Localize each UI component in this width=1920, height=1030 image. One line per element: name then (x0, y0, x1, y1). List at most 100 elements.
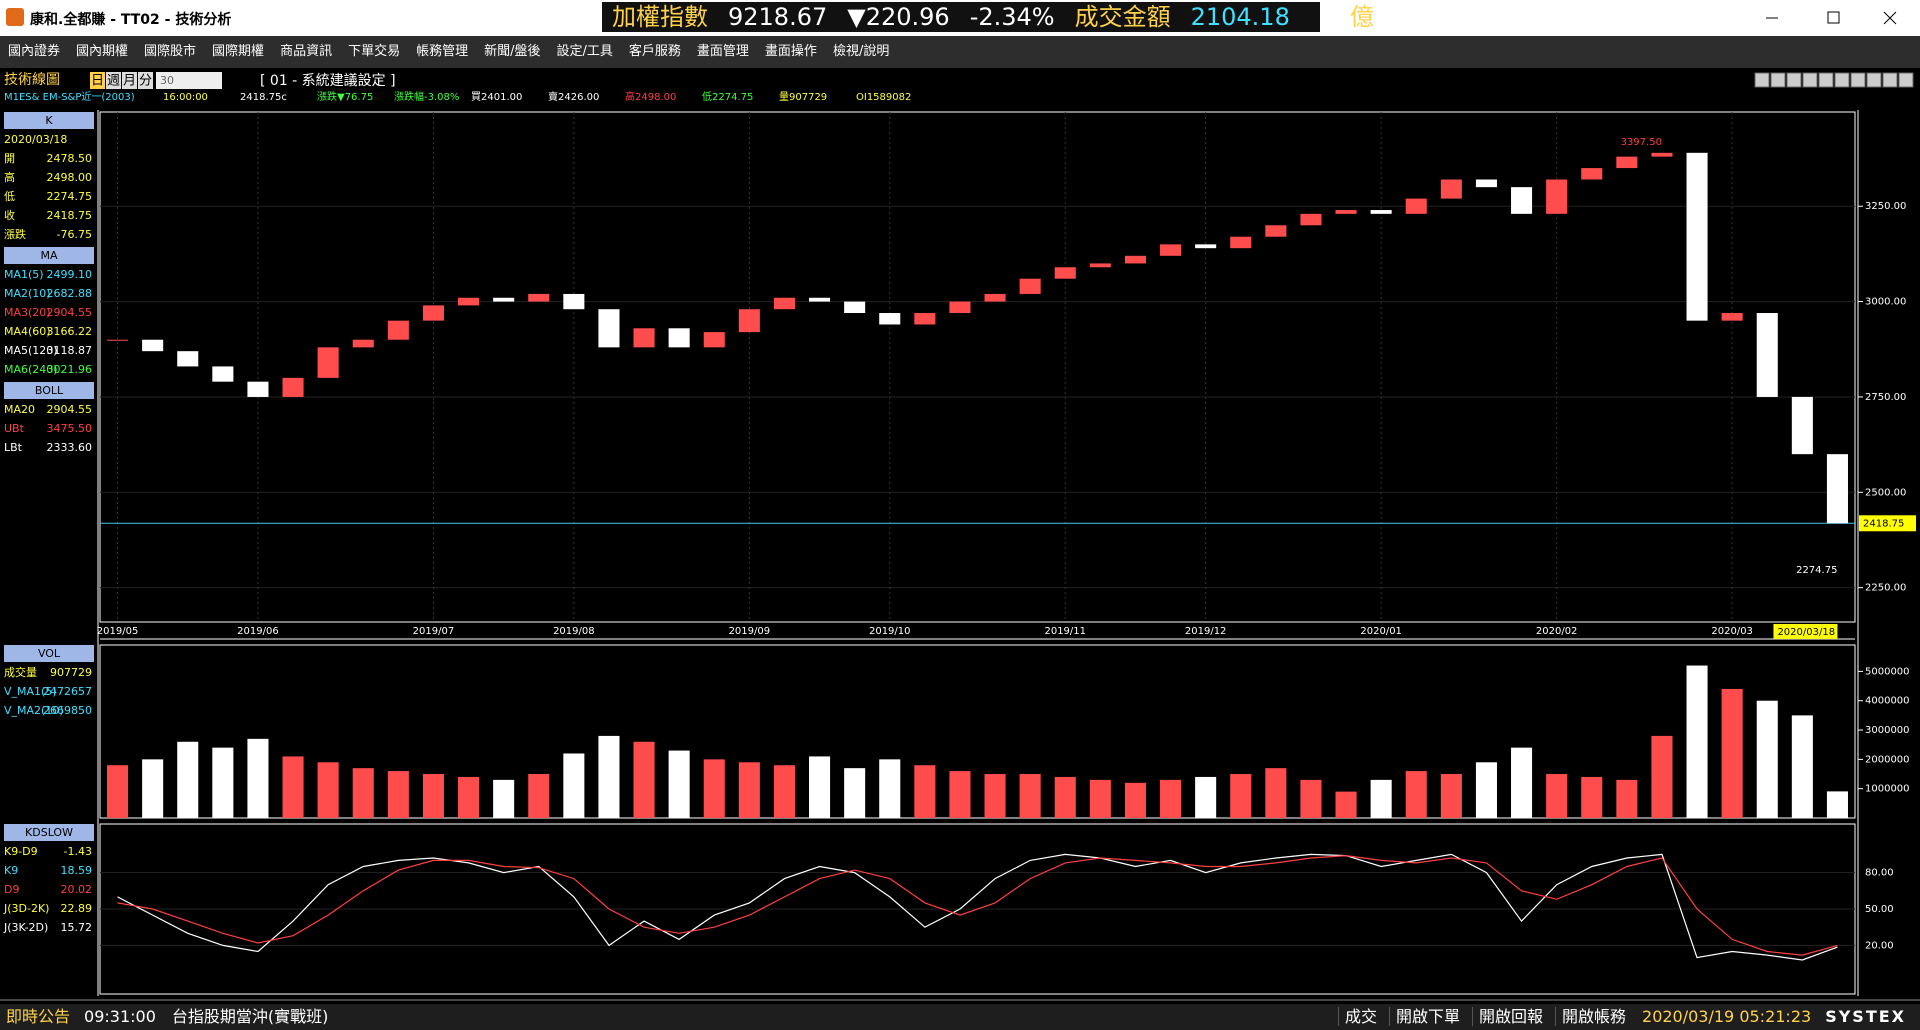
side-label: LBt (4, 441, 23, 454)
menu-item[interactable]: 新聞/盤後 (484, 44, 541, 59)
period-button[interactable] (90, 72, 105, 89)
side-value: -1.43 (64, 845, 92, 858)
side-header (4, 247, 94, 264)
side-value: 3475.50 (47, 422, 93, 435)
status-button[interactable]: 開啟帳務 (1555, 1007, 1627, 1026)
candle (282, 377, 304, 397)
unit: 億 (1349, 3, 1374, 31)
period-button[interactable] (122, 72, 137, 89)
side-value: 3118.87 (47, 344, 93, 357)
side-value: 22.89 (61, 902, 93, 915)
volume-bar (212, 747, 234, 818)
volume-bar (879, 759, 901, 818)
menu-item[interactable]: 檢視/說明 (832, 44, 890, 59)
maximize[interactable] (1827, 11, 1840, 24)
tool-button[interactable] (1770, 72, 1786, 88)
side-header (4, 112, 94, 129)
candle (352, 339, 374, 348)
period-label[interactable]: 分 (139, 74, 152, 89)
candle (1019, 278, 1041, 294)
period-label[interactable]: 月 (123, 74, 136, 89)
candle (247, 381, 269, 397)
candle (703, 332, 725, 348)
side-header-label: BOLL (35, 384, 64, 397)
menu-item[interactable]: 畫面管理 (696, 44, 749, 59)
volume-bar (1651, 735, 1673, 818)
menu-item[interactable]: 國內證券 (8, 44, 61, 59)
candle (1124, 255, 1146, 264)
setting: [ 01 - 系統建議設定 ] (260, 72, 396, 89)
volume-bar (1405, 771, 1427, 818)
menu-item[interactable]: 設定/工具 (556, 44, 613, 59)
status-button[interactable]: 開啟下單 (1388, 1007, 1460, 1026)
volume-bar (1721, 688, 1743, 818)
side-label: MA5(120) (4, 344, 58, 357)
candle (1686, 152, 1708, 321)
tool-button[interactable] (1882, 72, 1898, 88)
side-header (4, 824, 94, 841)
tool-button[interactable] (1834, 72, 1850, 88)
side-header-label: MA (40, 249, 57, 262)
volume-bar (352, 768, 374, 818)
period-label[interactable]: 週 (107, 74, 120, 89)
volume-bar (317, 762, 339, 818)
candle (458, 297, 480, 306)
candle (949, 301, 971, 314)
volume-bar (1440, 774, 1462, 818)
menu-item[interactable]: 國內期權 (76, 44, 129, 59)
side-value: -76.75 (57, 228, 92, 241)
candle (738, 309, 760, 333)
side-label: K9-D9 (4, 845, 38, 858)
side-value: 15.72 (61, 921, 93, 934)
brand: SYSTEX (1825, 1007, 1906, 1026)
side-header (4, 645, 94, 662)
side-label: MA3(20) (4, 306, 51, 319)
period-button[interactable] (106, 72, 121, 89)
period-label[interactable]: 日 (91, 74, 104, 89)
menu-item[interactable]: 下單交易 (348, 44, 401, 59)
side-value: 3166.22 (47, 325, 93, 338)
candle (177, 351, 199, 367)
title-bar: 康和.全都賺 - TT02 - 技術分析 加權指數 9218.67 ▼220.96-… (0, 0, 1920, 36)
menu-item[interactable]: 客戶服務 (628, 44, 681, 59)
tool-button[interactable] (1754, 72, 1770, 88)
side-value: 2904.55 (47, 306, 93, 319)
y-tick-label: 4000000 (1865, 696, 1910, 707)
menu-item[interactable]: 國際期權 (212, 44, 265, 59)
tool-button[interactable] (1786, 72, 1802, 88)
menu-item[interactable]: 畫面操作 (764, 44, 817, 59)
info-item: 低2274.75 (702, 90, 753, 103)
menu-item[interactable]: 國際股市 (144, 44, 197, 59)
candle (317, 347, 339, 378)
candle (1300, 213, 1322, 226)
interval-box[interactable] (156, 72, 222, 89)
app-icon (6, 8, 24, 26)
tool-button[interactable] (1818, 72, 1834, 88)
menu-item[interactable]: 帳務管理 (416, 44, 469, 59)
candle (1089, 263, 1111, 268)
volume-bar (422, 774, 444, 818)
symbol: M1ES& EM-S&P近一(2003) (4, 90, 135, 103)
status-button[interactable]: 開啟回報 (1471, 1007, 1543, 1026)
x-tick-label: 2019/07 (413, 626, 455, 637)
kd-line (117, 854, 1838, 956)
ticker-name: 加權指數 (612, 3, 708, 31)
y-tick-label: 3000000 (1865, 725, 1910, 736)
candle (844, 301, 866, 314)
info-item: 量907729 (779, 91, 827, 103)
close[interactable] (1883, 11, 1897, 25)
menu-item[interactable]: 商品資訊 (280, 44, 333, 59)
tool-button[interactable] (1866, 72, 1882, 88)
status-button[interactable]: 成交 (1337, 1007, 1377, 1026)
volume-bar (493, 779, 515, 818)
tool-button[interactable] (1850, 72, 1866, 88)
tool-button[interactable] (1802, 72, 1818, 88)
candle (809, 297, 831, 302)
candle (1405, 198, 1427, 214)
panel-frame (99, 111, 1856, 623)
menu-bar: 國內證券 國內期權 國際股市 國際期權 商品資訊 下單交易 帳務管理 新聞/盤後 設定/工具 客戶… (0, 36, 1920, 68)
side-label: MA1(5) (4, 268, 44, 281)
volume-bar (387, 771, 409, 818)
period-button[interactable] (138, 72, 153, 89)
tool-button[interactable] (1898, 72, 1914, 88)
